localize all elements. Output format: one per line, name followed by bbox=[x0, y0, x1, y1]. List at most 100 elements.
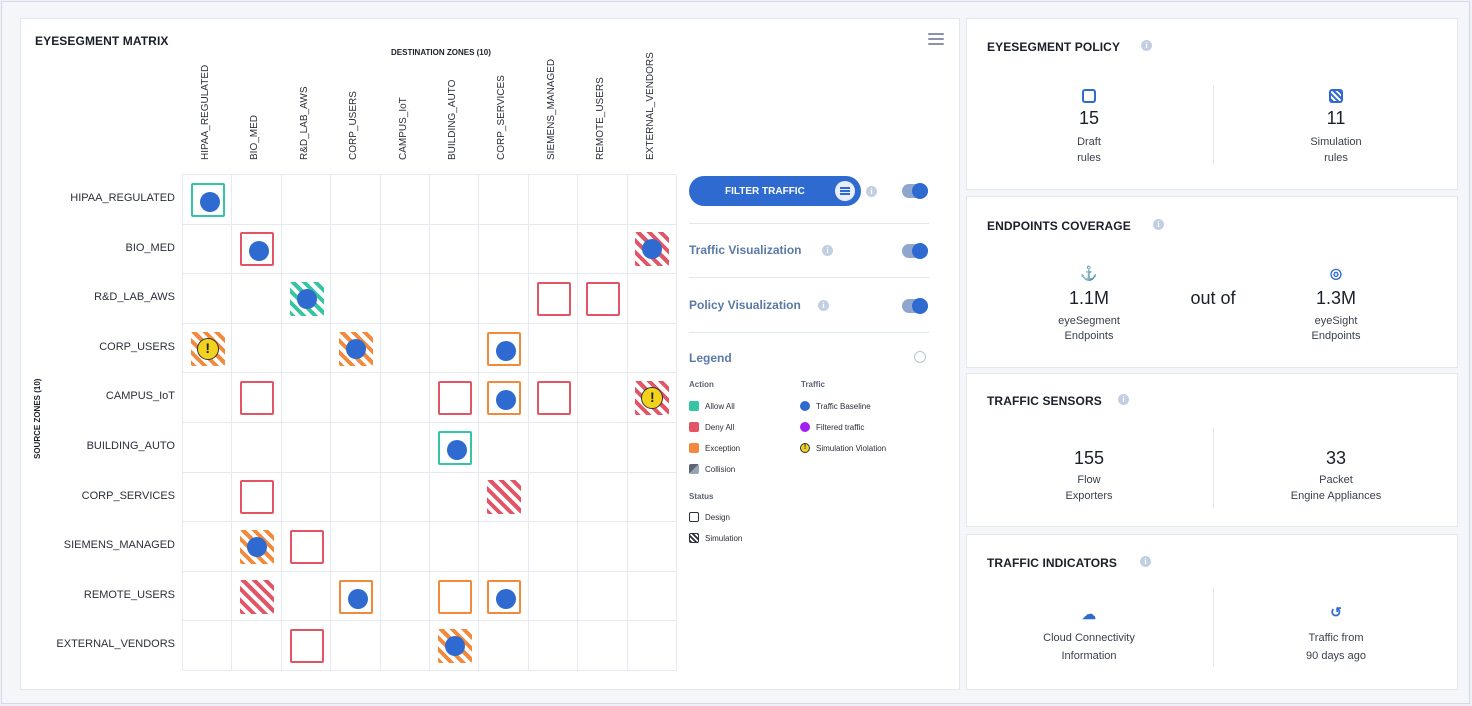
policy-mark-deny-design[interactable] bbox=[289, 629, 324, 664]
matrix-cell[interactable] bbox=[183, 522, 233, 572]
policy-mark-deny-design[interactable] bbox=[536, 282, 571, 316]
matrix-cell[interactable] bbox=[331, 373, 381, 423]
matrix-cell[interactable] bbox=[183, 571, 233, 622]
matrix-cell[interactable] bbox=[331, 274, 381, 324]
matrix-cell[interactable] bbox=[578, 224, 628, 275]
matrix-cell[interactable] bbox=[528, 175, 579, 225]
policy-mark-deny-design[interactable] bbox=[240, 480, 275, 515]
matrix-cell[interactable] bbox=[479, 472, 529, 523]
policy-mark-deny-design[interactable] bbox=[240, 381, 275, 416]
matrix-cell[interactable] bbox=[380, 472, 430, 523]
matrix-cell[interactable] bbox=[380, 571, 430, 622]
coverage-info-icon[interactable]: i bbox=[1153, 219, 1164, 230]
matrix-cell[interactable] bbox=[183, 224, 233, 275]
filter-info-icon[interactable]: i bbox=[866, 186, 877, 197]
matrix-cell[interactable] bbox=[380, 224, 430, 275]
matrix-cell[interactable] bbox=[331, 522, 381, 572]
matrix-cell[interactable] bbox=[627, 423, 677, 473]
policy-mark-exception-simulation[interactable]: ! bbox=[190, 331, 225, 366]
matrix-cell[interactable] bbox=[281, 323, 332, 374]
traffic-visualization-toggle[interactable] bbox=[902, 243, 928, 259]
policy-mark-deny-simulation[interactable] bbox=[487, 480, 522, 515]
matrix-cell[interactable] bbox=[281, 571, 332, 622]
matrix-cell[interactable] bbox=[183, 472, 233, 523]
matrix-cell[interactable] bbox=[627, 373, 677, 423]
indicators-info-icon[interactable]: i bbox=[1140, 556, 1151, 567]
matrix-cell[interactable] bbox=[380, 423, 430, 473]
matrix-cell[interactable] bbox=[578, 423, 628, 473]
matrix-cell[interactable] bbox=[479, 522, 529, 572]
matrix-cell[interactable] bbox=[232, 621, 282, 671]
matrix-cell[interactable] bbox=[430, 621, 480, 671]
matrix-cell[interactable] bbox=[380, 175, 430, 225]
matrix-cell[interactable] bbox=[578, 571, 628, 622]
matrix-cell[interactable] bbox=[578, 323, 628, 374]
matrix-cell[interactable] bbox=[479, 621, 529, 671]
matrix-cell[interactable] bbox=[281, 274, 332, 324]
matrix-cell[interactable] bbox=[331, 621, 381, 671]
matrix-cell[interactable] bbox=[479, 175, 529, 225]
matrix-cell[interactable] bbox=[183, 323, 233, 374]
matrix-cell[interactable] bbox=[528, 423, 579, 473]
matrix-cell[interactable] bbox=[430, 175, 480, 225]
matrix-cell[interactable] bbox=[380, 522, 430, 572]
policy-mark-deny-simulation[interactable]: ! bbox=[635, 381, 670, 416]
policy-mark-allow-design[interactable] bbox=[437, 430, 472, 465]
matrix-cell[interactable] bbox=[430, 571, 480, 622]
matrix-cell[interactable] bbox=[528, 472, 579, 523]
menu-icon[interactable] bbox=[928, 33, 944, 45]
matrix-cell[interactable] bbox=[528, 621, 579, 671]
sensors-info-icon[interactable]: i bbox=[1118, 394, 1129, 405]
matrix-cell[interactable] bbox=[479, 571, 529, 622]
matrix-cell[interactable] bbox=[627, 522, 677, 572]
matrix-cell[interactable] bbox=[479, 323, 529, 374]
matrix-cell[interactable] bbox=[281, 472, 332, 523]
matrix-cell[interactable] bbox=[479, 373, 529, 423]
matrix-cell[interactable] bbox=[183, 274, 233, 324]
policy-mark-deny-design[interactable] bbox=[536, 381, 571, 416]
matrix-cell[interactable] bbox=[528, 274, 579, 324]
matrix-cell[interactable] bbox=[430, 472, 480, 523]
matrix-cell[interactable] bbox=[232, 571, 282, 622]
matrix-cell[interactable] bbox=[430, 323, 480, 374]
matrix-cell[interactable] bbox=[578, 175, 628, 225]
policy-mark-exception-simulation[interactable] bbox=[240, 530, 275, 564]
policy-mark-deny-design[interactable] bbox=[289, 530, 324, 564]
matrix-cell[interactable] bbox=[627, 274, 677, 324]
matrix-cell[interactable] bbox=[430, 373, 480, 423]
matrix-cell[interactable] bbox=[331, 175, 381, 225]
matrix-cell[interactable] bbox=[627, 472, 677, 523]
policy-mark-deny-simulation[interactable] bbox=[240, 579, 275, 614]
matrix-cell[interactable] bbox=[430, 522, 480, 572]
matrix-cell[interactable] bbox=[627, 621, 677, 671]
matrix-cell[interactable] bbox=[627, 175, 677, 225]
policy-mark-exception-design[interactable] bbox=[487, 381, 522, 416]
policy-mark-exception-design[interactable] bbox=[437, 579, 472, 614]
matrix-cell[interactable] bbox=[232, 522, 282, 572]
matrix-cell[interactable] bbox=[183, 621, 233, 671]
matrix-cell[interactable] bbox=[430, 423, 480, 473]
matrix-cell[interactable] bbox=[331, 472, 381, 523]
matrix-cell[interactable] bbox=[380, 621, 430, 671]
matrix-cell[interactable] bbox=[281, 373, 332, 423]
matrix-cell[interactable] bbox=[430, 274, 480, 324]
matrix-cell[interactable] bbox=[578, 373, 628, 423]
policy-mark-allow-simulation[interactable] bbox=[289, 282, 324, 316]
matrix-cell[interactable] bbox=[479, 274, 529, 324]
matrix-cell[interactable] bbox=[528, 522, 579, 572]
matrix-cell[interactable] bbox=[331, 224, 381, 275]
policy-mark-exception-design[interactable] bbox=[338, 579, 373, 614]
matrix-cell[interactable] bbox=[528, 224, 579, 275]
matrix-cell[interactable] bbox=[578, 274, 628, 324]
matrix-cell[interactable] bbox=[331, 423, 381, 473]
policy-mark-deny-design[interactable] bbox=[240, 232, 275, 267]
filter-traffic-toggle[interactable] bbox=[902, 183, 928, 199]
policy-mark-exception-simulation[interactable] bbox=[338, 331, 373, 366]
matrix-cell[interactable] bbox=[479, 224, 529, 275]
matrix-cell[interactable] bbox=[232, 373, 282, 423]
matrix-cell[interactable] bbox=[232, 175, 282, 225]
matrix-cell[interactable] bbox=[183, 423, 233, 473]
policy-mark-allow-design[interactable] bbox=[190, 182, 225, 217]
compass-icon[interactable] bbox=[914, 351, 926, 363]
matrix-cell[interactable] bbox=[479, 423, 529, 473]
